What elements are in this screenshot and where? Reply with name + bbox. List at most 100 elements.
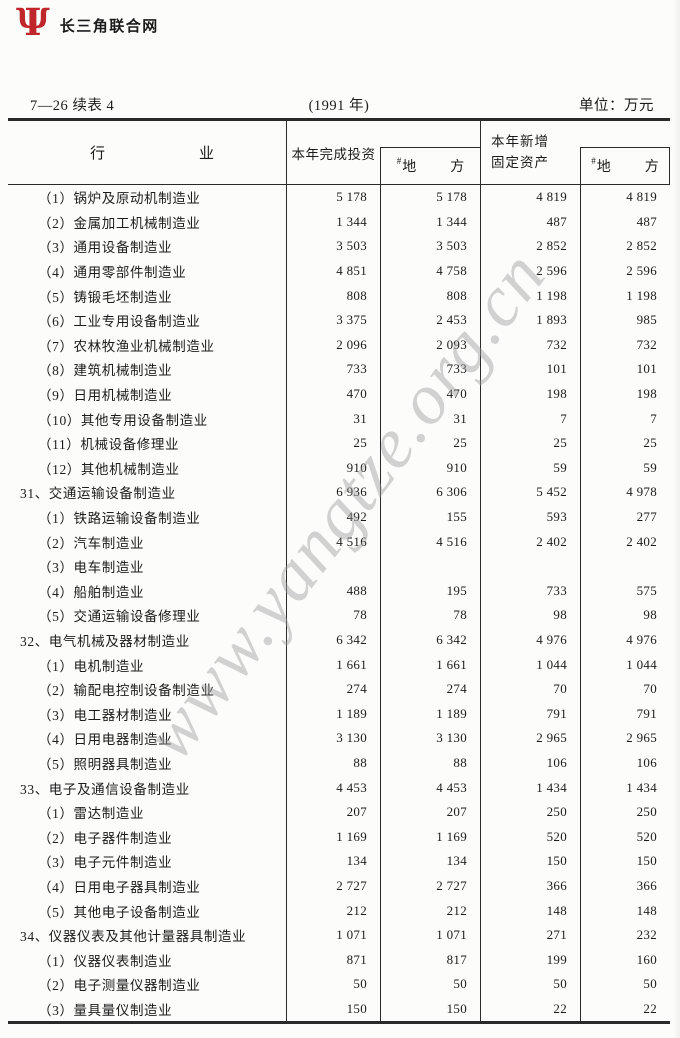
value-cell <box>480 553 580 579</box>
value-cell: 575 <box>580 578 670 604</box>
site-logo: Ψ 长三角联合网 <box>16 2 159 42</box>
value-cell: 1 198 <box>480 283 580 308</box>
value-cell: 25 <box>480 430 580 456</box>
value-cell: 2 727 <box>380 873 480 899</box>
value-cell: 50 <box>380 972 480 997</box>
value-cell: 50 <box>580 972 670 997</box>
column-header-industry: 行 业 <box>8 121 286 184</box>
value-cell: 212 <box>286 898 380 923</box>
local-header-char: 地 <box>596 160 611 175</box>
table-number: 7—26 续表 4 <box>30 98 115 114</box>
value-cell: 470 <box>380 381 480 407</box>
value-cell: 250 <box>580 799 670 825</box>
value-cell: 7 <box>480 406 580 431</box>
table-title-row: 7—26 续表 4 (1991 年) 单位：万元 <box>8 94 670 114</box>
table-row: （5）其他电子设备制造业 212 212 148 148 <box>8 898 670 923</box>
value-cell: 22 <box>480 996 580 1022</box>
value-cell: 520 <box>580 824 670 850</box>
value-cell: 1 169 <box>380 824 480 850</box>
value-cell: 985 <box>580 307 670 333</box>
value-cell: 817 <box>380 947 480 972</box>
value-cell: 88 <box>286 750 380 776</box>
local-header-char: 地 <box>402 160 417 175</box>
value-cell: 4 976 <box>480 627 580 653</box>
value-cell: 2 852 <box>580 234 670 259</box>
value-cell: 1 434 <box>480 775 580 800</box>
industry-label: （1）电机制造业 <box>38 658 145 674</box>
table-row: （12）其他机械制造业 910 910 59 59 <box>8 455 670 481</box>
table-row: （11）机械设备修理业 25 25 25 25 <box>8 430 670 456</box>
industry-label: 33、电子及通信设备制造业 <box>20 781 190 797</box>
value-cell: 25 <box>286 430 380 456</box>
value-cell: 2 965 <box>580 726 670 751</box>
value-cell: 488 <box>286 578 380 604</box>
value-cell: 487 <box>480 209 580 235</box>
industry-label: （3）电子元件制造业 <box>38 855 173 871</box>
table-row: （3）量具量仪制造业 150 150 22 22 <box>8 996 670 1022</box>
value-cell: 150 <box>286 996 380 1022</box>
fixed-assets-line2: 固定资产 <box>491 154 549 170</box>
fixed-assets-line1: 本年新增 <box>491 133 549 149</box>
value-cell: 808 <box>286 283 380 308</box>
value-cell: 207 <box>380 799 480 825</box>
psi-logo-icon: Ψ <box>16 0 50 44</box>
value-cell: 155 <box>380 504 480 530</box>
table-row: 34、仪器仪表及其他计量器具制造业 1 071 1 071 271 232 <box>8 922 670 948</box>
industry-label: （4）通用零部件制造业 <box>38 265 187 281</box>
value-cell: 733 <box>286 357 380 382</box>
value-cell: 1 344 <box>286 209 380 235</box>
value-cell: 6 936 <box>286 480 380 505</box>
value-cell: 910 <box>286 455 380 481</box>
value-cell <box>380 553 480 579</box>
industry-label: （12）其他机械制造业 <box>38 461 180 477</box>
local-header-char: 方 <box>644 160 659 175</box>
value-cell: 4 978 <box>580 480 670 505</box>
local-header-char: 方 <box>450 160 465 175</box>
industry-header-char: 业 <box>198 146 214 162</box>
value-cell: 733 <box>480 578 580 604</box>
industry-label: （2）金属加工机械制造业 <box>38 215 201 231</box>
industry-label: （4）船舶制造业 <box>38 584 145 600</box>
industry-label: （4）日用电子器具制造业 <box>38 879 201 895</box>
table-row: （2）金属加工机械制造业 1 344 1 344 487 487 <box>8 209 670 235</box>
value-cell: 25 <box>580 430 670 456</box>
table-row: （1）锅炉及原动机制造业 5 178 5 178 4 819 4 819 <box>8 185 670 210</box>
value-cell: 150 <box>380 996 480 1022</box>
value-cell: 4 516 <box>380 529 480 554</box>
value-cell: 4 851 <box>286 258 380 284</box>
value-cell: 1 661 <box>380 652 480 677</box>
industry-label: 31、交通运输设备制造业 <box>20 486 176 502</box>
value-cell: 1 044 <box>480 652 580 677</box>
value-cell: 6 306 <box>380 480 480 505</box>
value-cell: 2 852 <box>480 234 580 259</box>
value-cell: 195 <box>380 578 480 604</box>
value-cell: 366 <box>480 873 580 899</box>
value-cell: 4 819 <box>480 185 580 210</box>
value-cell: 4 758 <box>380 258 480 284</box>
value-cell: 3 503 <box>286 234 380 259</box>
table-row: （1）雷达制造业 207 207 250 250 <box>8 799 670 825</box>
value-cell: 5 178 <box>286 185 380 210</box>
value-cell: 2 965 <box>480 726 580 751</box>
value-cell: 2 596 <box>580 258 670 284</box>
local-subheader-box: # 地 方 <box>380 147 480 184</box>
value-cell: 25 <box>380 430 480 456</box>
value-cell: 148 <box>480 898 580 923</box>
table-row: （2）电子测量仪器制造业 50 50 50 50 <box>8 972 670 997</box>
value-cell: 4 516 <box>286 529 380 554</box>
value-cell: 4 453 <box>380 775 480 800</box>
value-cell: 134 <box>286 849 380 874</box>
industry-label: （3）通用设备制造业 <box>38 240 173 256</box>
industry-label: （6）工业专用设备制造业 <box>38 314 201 330</box>
value-cell: 492 <box>286 504 380 530</box>
industry-label: （1）锅炉及原动机制造业 <box>38 191 201 207</box>
industry-label: （3）电工器材制造业 <box>38 707 173 723</box>
invest-header-label: 本年完成投资 <box>291 146 376 162</box>
value-cell: 808 <box>380 283 480 308</box>
table-row: （2）电子器件制造业 1 169 1 169 520 520 <box>8 824 670 850</box>
value-cell: 212 <box>380 898 480 923</box>
industry-label: （8）建筑机械制造业 <box>38 363 173 379</box>
value-cell: 791 <box>580 701 670 727</box>
table-row: 33、电子及通信设备制造业 4 453 4 453 1 434 1 434 <box>8 775 670 800</box>
